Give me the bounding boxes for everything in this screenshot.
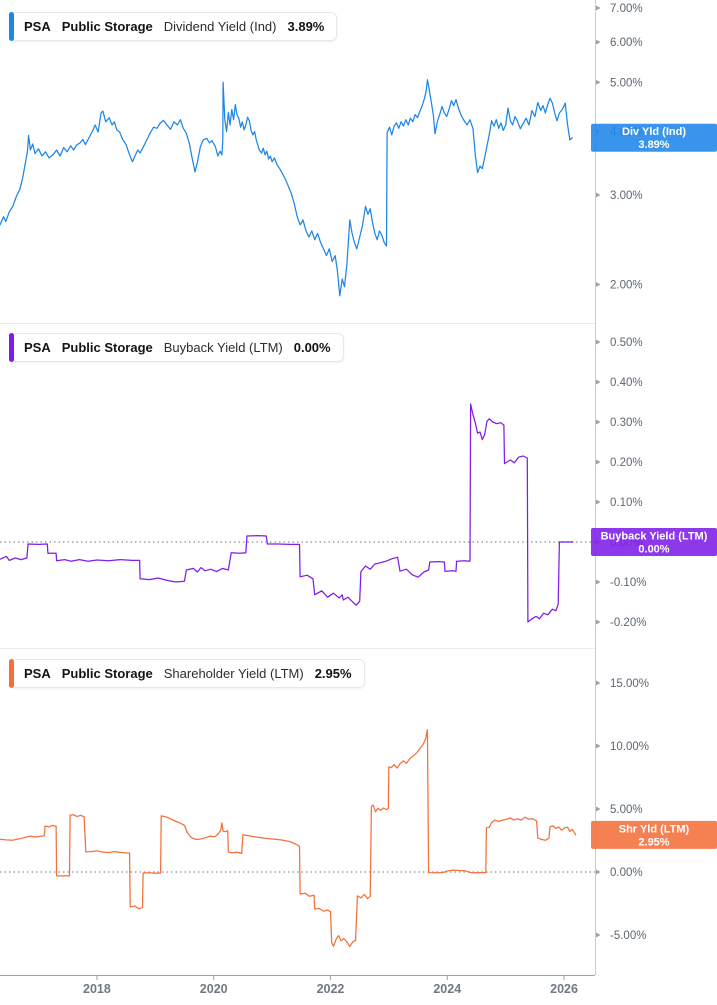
y-tick-label: 2.00% [610,280,643,292]
y-tick-mark [596,379,601,385]
y-tick-mark [596,499,601,505]
y-tick-label: 7.00% [610,3,643,15]
y-tick-label: 15.00% [610,678,649,690]
y-tick-label: 5.00% [610,77,643,89]
y-tick-mark [596,619,601,625]
security-label-chip-buyback-yield[interactable]: PSA Public Storage Buyback Yield (LTM) 0… [9,333,344,362]
y-tick-mark [596,282,601,288]
y-tick-mark [596,932,601,938]
series-color-bar [9,12,14,41]
y-tick-label: 6.00% [610,37,643,49]
metric-name: Buyback Yield (LTM) [163,340,283,355]
series-color-bar [9,659,14,688]
x-tick-label: 2022 [317,982,345,996]
y-tick-mark [596,680,601,686]
company-name: Public Storage [61,666,153,681]
y-tick-mark [596,869,601,875]
series-line-shareholder-yield-ltm[interactable] [0,728,577,948]
last-value-badge-shr-yld-ltm: Shr Yld (LTM)2.95% [591,820,717,849]
y-tick-mark [596,79,601,85]
y-tick-label: 0.30% [610,417,643,429]
x-tick-label: 2026 [550,982,578,996]
y-tick-mark [596,339,601,345]
badge-value: 3.89% [638,139,669,151]
series-color-bar [9,333,14,362]
y-tick-mark [596,5,601,11]
y-tick-label: -5.00% [610,930,646,942]
y-tick-mark [596,419,601,425]
metric-value: 3.89% [287,19,325,34]
badge-background [591,123,717,152]
y-tick-label: 5.00% [610,804,643,816]
security-label-chip-shareholder-yield[interactable]: PSA Public Storage Shareholder Yield (LT… [9,659,365,688]
security-label-chip-dividend-yield[interactable]: PSA Public Storage Dividend Yield (Ind) … [9,12,338,41]
metric-value: 2.95% [314,666,352,681]
badge-background [591,820,717,849]
metric-name: Shareholder Yield (LTM) [163,666,304,681]
y-tick-label: 0.00% [610,867,643,879]
ticker: PSA [24,340,51,355]
y-tick-mark [596,806,601,812]
badge-value: 2.95% [638,836,669,848]
series-line-dividend-yield-ind[interactable] [0,79,573,297]
y-tick-mark [596,579,601,585]
y-tick-mark [596,459,601,465]
y-tick-mark [596,39,601,45]
company-name: Public Storage [61,19,153,34]
metric-name: Dividend Yield (Ind) [163,19,277,34]
x-tick-label: 2024 [433,982,461,996]
x-tick-label: 2018 [83,982,111,996]
x-tick-label: 2020 [200,982,228,996]
y-tick-label: -0.10% [610,577,646,589]
y-tick-label: 0.40% [610,377,643,389]
y-tick-mark [596,743,601,749]
metric-value: 0.00% [293,340,331,355]
last-value-badge-div-yld-ind: Div Yld (Ind)3.89% [591,123,717,152]
badge-title: Div Yld (Ind) [622,126,686,138]
ticker: PSA [24,666,51,681]
company-name: Public Storage [61,340,153,355]
y-tick-mark [596,192,601,198]
ticker: PSA [24,19,51,34]
badge-title: Shr Yld (LTM) [619,823,690,835]
badge-value: 0.00% [638,544,669,556]
series-line-buyback-yield-ltm[interactable] [0,403,574,623]
y-tick-label: 10.00% [610,741,649,753]
badge-title: Buyback Yield (LTM) [601,531,708,543]
last-value-badge-buyback-yield-ltm: Buyback Yield (LTM)0.00% [591,528,717,556]
y-tick-label: 0.10% [610,497,643,509]
badge-background [591,528,717,556]
y-tick-label: 3.00% [610,190,643,202]
y-tick-label: 0.20% [610,457,643,469]
y-tick-label: 0.50% [610,337,643,349]
y-tick-label: -0.20% [610,617,646,629]
